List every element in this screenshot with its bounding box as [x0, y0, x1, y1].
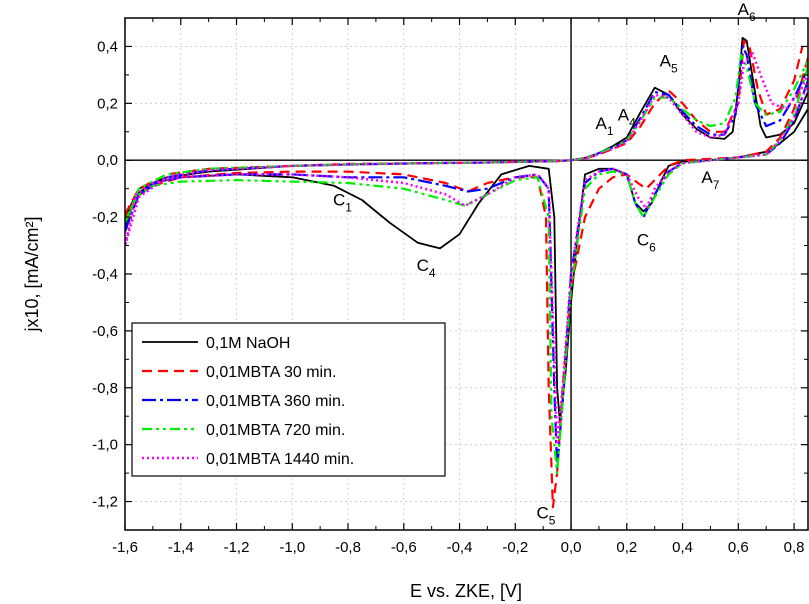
- legend-box: [131, 322, 446, 477]
- x-tick-label: -0,4: [447, 539, 473, 556]
- x-tick-label: -0,6: [391, 539, 417, 556]
- x-tick-label: 0,2: [616, 539, 637, 556]
- x-tick-label: 0,6: [728, 539, 749, 556]
- y-tick-label: 0,4: [97, 38, 118, 55]
- tick-marks: [124, 17, 808, 531]
- series-4-forward-sweep: [125, 53, 808, 224]
- y-tick-label: -1,0: [92, 437, 118, 454]
- peak-label-C5: C5: [536, 504, 555, 528]
- y-tick-label: -0,2: [92, 209, 118, 226]
- legend-label-4: 0,01MBTA 720 min.: [206, 422, 345, 439]
- y-tick-label: 0,0: [97, 152, 118, 169]
- peak-label-A1: A1: [595, 114, 613, 138]
- legend: 0,1M NaOH 0,01MBTA 30 min. 0,01MBTA 360 mi…: [131, 322, 446, 477]
- x-tick-label: -1,4: [168, 539, 194, 556]
- series-layer: [125, 37, 808, 509]
- peak-label-A7: A7: [701, 168, 719, 192]
- y-tick-label: -0,6: [92, 323, 118, 340]
- series-4-reverse-sweep: [125, 66, 808, 475]
- peak-label-A4: A4: [618, 105, 636, 129]
- x-tick-label: 0,0: [561, 539, 582, 556]
- x-tick-label: -1,2: [224, 539, 250, 556]
- series-2-reverse-sweep: [125, 57, 808, 509]
- x-tick-label: -0,2: [502, 539, 528, 556]
- series-5-reverse-sweep: [125, 82, 808, 446]
- y-tick-label: -0,4: [92, 266, 118, 283]
- tick-labels: -1,6 -1,4 -1,2 -1,0 -0,8 -0,6 -0,4 -0,2 0,0 0,2 0,…: [92, 38, 804, 556]
- y-tick-label: 0,2: [97, 95, 118, 112]
- x-tick-label: -1,6: [112, 539, 138, 556]
- legend-label-2: 0,01MBTA 30 min.: [206, 364, 336, 381]
- x-tick-label: -1,0: [279, 539, 305, 556]
- x-tick-label: 0,4: [672, 539, 693, 556]
- x-tick-label: -0,8: [335, 539, 361, 556]
- x-tick-label: 0,8: [784, 539, 805, 556]
- peak-label-C1: C1: [333, 191, 352, 215]
- peak-label-A6: A6: [738, 0, 756, 24]
- peak-label-A5: A5: [660, 51, 678, 75]
- peak-label-C4: C4: [417, 256, 436, 280]
- legend-label-5: 0,01MBTA 1440 min.: [206, 451, 354, 468]
- legend-label-3: 0,01MBTA 360 min.: [206, 393, 345, 410]
- y-axis-title: jx10, [mA/cm²]: [22, 216, 42, 332]
- y-tick-label: -0,8: [92, 380, 118, 397]
- x-axis-title: E vs. ZKE, [V]: [410, 581, 522, 601]
- y-tick-label: -1,2: [92, 494, 118, 511]
- peak-label-C6: C6: [637, 231, 656, 255]
- series-5-forward-sweep: [125, 50, 808, 246]
- legend-label-1: 0,1M NaOH: [206, 335, 290, 352]
